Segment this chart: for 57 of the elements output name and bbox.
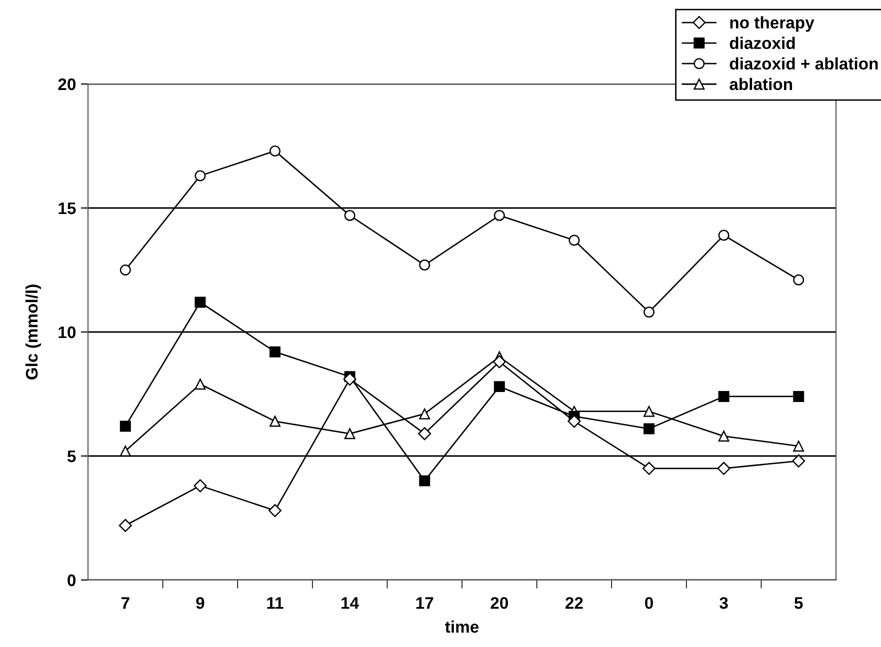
point <box>120 264 131 276</box>
point <box>268 504 282 518</box>
point <box>344 428 356 440</box>
point <box>270 346 280 358</box>
point <box>717 462 730 475</box>
point <box>644 306 654 318</box>
point <box>494 381 505 392</box>
point <box>419 260 430 271</box>
x-tick-label: 11 <box>267 597 284 609</box>
x-tick-label: 20 <box>490 597 508 609</box>
point <box>343 372 356 386</box>
x-tick-label: 17 <box>416 597 434 609</box>
legend-label: diazoxid + ablation <box>730 57 878 70</box>
point <box>120 420 131 432</box>
point <box>494 210 505 221</box>
y-axis-title: Glc (mmol/l) <box>25 284 41 380</box>
y-tick-label: 0 <box>68 574 76 586</box>
point <box>194 170 206 182</box>
x-tick-label: 22 <box>566 597 583 609</box>
point <box>120 446 131 457</box>
legend-label: diazoxid <box>730 36 795 50</box>
point <box>492 355 506 368</box>
y-tick-label: 15 <box>58 202 76 214</box>
point <box>793 390 804 402</box>
point <box>644 423 654 434</box>
x-tick-label: 0 <box>645 597 653 609</box>
point <box>568 234 580 246</box>
y-tick-label: 20 <box>58 78 76 90</box>
x-tick-label: 9 <box>196 597 204 609</box>
point <box>270 416 280 427</box>
point <box>118 518 132 532</box>
x-tick-label: 7 <box>121 597 130 609</box>
point <box>793 274 804 286</box>
point <box>418 427 432 440</box>
point <box>194 479 207 492</box>
y-tick-label: 5 <box>67 450 76 462</box>
point <box>644 406 654 417</box>
point <box>419 475 430 486</box>
legend-label: no therapy <box>730 16 814 32</box>
legend-label: ablation <box>730 78 792 90</box>
point <box>270 145 280 156</box>
point <box>344 210 356 221</box>
point <box>194 296 206 308</box>
point <box>194 378 206 390</box>
point <box>718 230 730 241</box>
x-tick-label: 5 <box>794 597 803 609</box>
point <box>718 390 730 402</box>
point <box>419 408 430 420</box>
point <box>642 462 656 475</box>
point <box>568 414 581 428</box>
y-tick-label: 10 <box>58 326 76 338</box>
x-axis-title: time <box>445 620 479 633</box>
x-tick-label: 3 <box>720 597 728 609</box>
point <box>792 454 806 468</box>
point <box>793 440 804 452</box>
point <box>718 430 730 442</box>
x-tick-label: 14 <box>342 597 359 609</box>
